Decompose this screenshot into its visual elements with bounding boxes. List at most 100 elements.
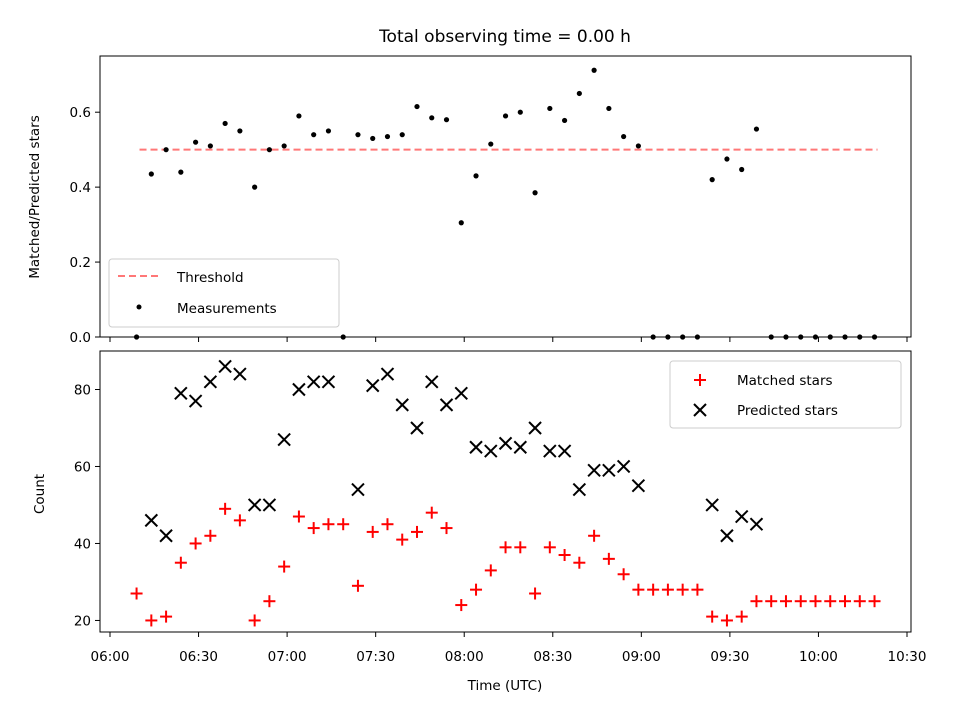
matched-star-point xyxy=(396,533,409,546)
matched-star-point xyxy=(263,595,276,608)
measurement-point xyxy=(753,126,760,132)
legend-measurements-label: Measurements xyxy=(177,301,277,317)
matched-star-point xyxy=(779,595,792,608)
legend-measurements-swatch xyxy=(136,304,142,310)
count-y-tick-label: 40 xyxy=(74,536,91,552)
predicted-star-point xyxy=(749,517,764,531)
matched-star-point xyxy=(573,556,586,569)
matched-star-point xyxy=(706,610,719,623)
x-tick-label: 10:30 xyxy=(888,649,927,665)
legend-matched-swatch xyxy=(694,374,706,386)
measurement-point xyxy=(591,67,597,73)
matched-star-point xyxy=(617,568,630,581)
measurement-point xyxy=(547,105,553,112)
x-tick-label: 08:00 xyxy=(445,649,484,665)
matched-star-point xyxy=(735,610,748,623)
predicted-star-point xyxy=(631,479,646,493)
measurement-point xyxy=(266,147,272,153)
matched-star-point xyxy=(337,518,350,531)
predicted-star-point xyxy=(247,498,262,512)
predicted-star-point xyxy=(410,421,424,435)
matched-star-point xyxy=(809,595,822,608)
predicted-star-point xyxy=(321,375,336,389)
matched-star-point xyxy=(248,614,261,627)
measurement-point xyxy=(621,133,627,140)
chart-title: Total observing time = 0.00 h xyxy=(378,27,631,47)
ratio-y-tick-label: 0.2 xyxy=(70,255,91,271)
matched-star-point xyxy=(543,541,556,554)
matched-star-point xyxy=(720,614,733,627)
ratio-legend: Threshold Measurements xyxy=(108,258,340,328)
matched-star-point xyxy=(750,595,763,608)
matched-star-point xyxy=(794,595,807,608)
predicted-star-point xyxy=(616,459,631,474)
predicted-star-point xyxy=(395,398,409,412)
predicted-star-point xyxy=(705,498,719,512)
matched-star-point xyxy=(868,595,881,608)
legend-predicted-label: Predicted stars xyxy=(737,403,838,419)
measurement-point xyxy=(399,132,405,138)
matched-star-point xyxy=(499,541,512,554)
x-axis-label: Time (UTC) xyxy=(467,678,543,694)
predicted-star-point xyxy=(469,440,483,454)
measurement-point xyxy=(296,113,302,119)
matched-star-point xyxy=(219,502,232,515)
measurement-point xyxy=(281,143,287,149)
measurement-point xyxy=(237,128,243,134)
measurement-point xyxy=(561,117,568,124)
measurement-point xyxy=(311,132,317,138)
matched-star-point xyxy=(425,506,438,519)
measurement-point xyxy=(724,156,730,162)
matched-star-point xyxy=(853,595,866,608)
predicted-star-point xyxy=(203,375,218,389)
predicted-star-point xyxy=(734,509,749,524)
matched-star-point xyxy=(602,552,615,565)
matched-star-point xyxy=(351,579,364,592)
matched-star-point xyxy=(824,595,837,608)
matched-star-point xyxy=(765,595,778,608)
x-tick-label: 08:30 xyxy=(533,649,572,665)
count-y-tick-label: 80 xyxy=(74,382,91,398)
matched-star-point xyxy=(322,518,335,531)
x-tick-label: 09:30 xyxy=(710,649,749,665)
measurement-point xyxy=(222,120,228,127)
matched-star-point xyxy=(174,556,187,569)
count-legend: Matched stars Predicted stars xyxy=(669,360,902,429)
matched-star-point xyxy=(455,599,468,612)
x-tick-label: 06:30 xyxy=(179,649,218,665)
matched-star-point xyxy=(204,529,217,542)
measurement-point xyxy=(458,220,464,226)
x-tick-label: 10:00 xyxy=(799,649,838,665)
measurement-point xyxy=(709,177,715,183)
ratio-panel: Total observing time = 0.00 h Matched/Pr… xyxy=(27,27,912,346)
measurement-point xyxy=(414,103,420,110)
matched-star-point xyxy=(632,583,645,596)
matched-star-point xyxy=(145,614,158,627)
ratio-legend-box xyxy=(108,258,340,328)
predicted-star-point xyxy=(498,436,513,451)
matched-star-point xyxy=(839,595,852,608)
predicted-star-point xyxy=(262,498,277,512)
predicted-star-point xyxy=(144,513,159,528)
measurement-point xyxy=(576,90,582,97)
measurement-point xyxy=(488,141,494,147)
ratio-y-tick-label: 0.0 xyxy=(70,330,91,346)
predicted-star-point xyxy=(306,375,321,389)
predicted-star-point xyxy=(720,529,734,543)
predicted-star-point xyxy=(572,482,587,497)
measurement-point xyxy=(355,132,361,138)
predicted-star-point xyxy=(233,367,247,381)
predicted-star-point xyxy=(425,375,439,389)
matched-star-point xyxy=(130,587,143,600)
matched-star-point xyxy=(647,583,660,596)
matched-star-point xyxy=(278,560,291,573)
predicted-star-point xyxy=(366,378,380,393)
x-tick-label: 07:30 xyxy=(356,649,395,665)
predicted-star-point xyxy=(557,444,572,458)
predicted-star-point xyxy=(159,529,173,543)
count-y-tick-label: 60 xyxy=(74,459,91,475)
predicted-star-point xyxy=(277,432,291,447)
x-tick-label: 09:00 xyxy=(622,649,661,665)
